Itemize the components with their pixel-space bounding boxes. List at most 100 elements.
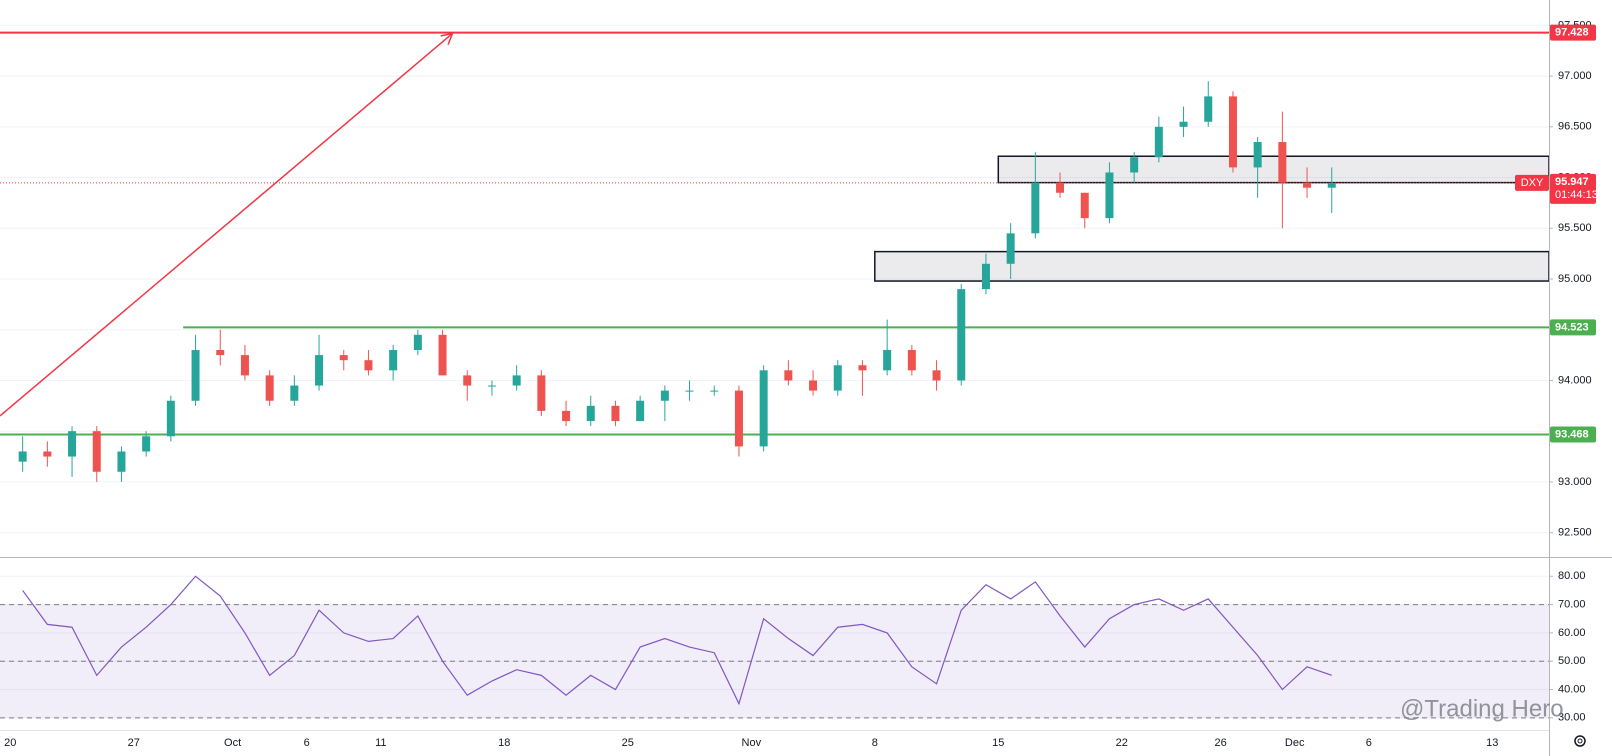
y-tick-label: 50.00 xyxy=(1558,655,1586,667)
x-tick-label: 27 xyxy=(128,737,140,749)
symbol-label: DXY xyxy=(1521,177,1544,189)
trend-arrow xyxy=(0,32,453,417)
last-price-bg xyxy=(1550,173,1596,204)
candle-body xyxy=(1278,142,1287,183)
candle-body xyxy=(759,370,768,447)
y-tick-label: 95.000 xyxy=(1558,273,1592,285)
y-tick-label: 94.000 xyxy=(1558,374,1592,386)
candle-body xyxy=(290,385,299,401)
candle-body xyxy=(191,350,200,401)
candle-body xyxy=(1105,172,1114,219)
candle-body xyxy=(833,365,842,391)
candle-body xyxy=(907,350,916,371)
candle-body xyxy=(216,350,225,356)
candle-body xyxy=(932,370,941,381)
candle-body xyxy=(43,451,52,457)
candle-body xyxy=(1056,182,1065,193)
candle-body xyxy=(512,375,521,386)
zone xyxy=(997,155,1550,184)
level-label: 94.523 xyxy=(1555,321,1589,333)
candle-body xyxy=(240,355,249,376)
x-tick-label: 18 xyxy=(498,737,510,749)
candle-body xyxy=(1327,182,1336,188)
y-tick-label: 96.500 xyxy=(1558,121,1592,133)
candle-body xyxy=(809,380,818,391)
y-tick-label: 95.500 xyxy=(1558,222,1592,234)
y-tick-label: 40.00 xyxy=(1558,683,1586,695)
level-label-bg xyxy=(1550,319,1596,336)
symbol-tag xyxy=(1515,174,1549,191)
last-price-label: 95.947 xyxy=(1555,176,1589,188)
candle-body xyxy=(981,263,990,290)
candle-body xyxy=(389,350,398,371)
candle-body xyxy=(685,390,694,392)
candle-body xyxy=(710,390,719,392)
y-tick-label: 30.00 xyxy=(1558,712,1586,724)
candle-body xyxy=(611,405,620,422)
x-tick-label: 26 xyxy=(1214,737,1226,749)
candle-body xyxy=(586,405,595,422)
candle-body xyxy=(117,451,126,472)
candle-body xyxy=(1303,182,1312,188)
candle-body xyxy=(463,375,472,386)
price-panel xyxy=(0,24,1550,534)
candle-body xyxy=(562,410,571,422)
rsi-line xyxy=(22,575,1332,706)
candle-body xyxy=(537,375,546,411)
candle-body xyxy=(18,451,27,462)
candle-body xyxy=(1179,121,1188,127)
y-tick-label: 97.000 xyxy=(1558,70,1592,82)
candle-body xyxy=(1204,96,1213,122)
candle-body xyxy=(660,390,669,401)
level-label-bg xyxy=(1550,24,1596,41)
candle-body xyxy=(315,355,324,386)
level-label: 93.468 xyxy=(1555,428,1589,440)
level-label: 97.428 xyxy=(1555,27,1589,39)
y-tick-label: 92.500 xyxy=(1558,527,1592,539)
x-tick-label: 6 xyxy=(1366,737,1372,749)
candle-body xyxy=(1228,96,1237,168)
candle-body xyxy=(438,334,447,376)
settings-icon[interactable] xyxy=(1574,735,1586,747)
x-tick-label: 6 xyxy=(304,737,310,749)
candle-body xyxy=(364,360,373,371)
candle-body xyxy=(487,385,496,387)
candle-body xyxy=(858,365,867,371)
level-label-bg xyxy=(1550,426,1596,443)
y-tick-label: 93.000 xyxy=(1558,476,1592,488)
candle-body xyxy=(957,289,966,381)
candle-body xyxy=(166,400,175,437)
candle-body xyxy=(636,400,645,422)
candle-body xyxy=(1253,142,1262,168)
candle-body xyxy=(734,390,743,447)
watermark: @Trading Hero xyxy=(1400,695,1564,722)
candle-body xyxy=(883,350,892,371)
candle-body xyxy=(92,431,101,472)
arrow-head xyxy=(440,32,454,45)
candle-body xyxy=(1154,126,1163,158)
candle-body xyxy=(784,370,793,381)
zone xyxy=(874,250,1550,282)
x-tick-label: Oct xyxy=(224,737,241,749)
candle-body xyxy=(265,375,274,401)
x-tick-label: 20 xyxy=(4,737,16,749)
x-tick-label: 11 xyxy=(375,737,386,749)
candle-body xyxy=(68,431,77,457)
candle-body xyxy=(1006,233,1015,264)
x-tick-label: 25 xyxy=(622,737,634,749)
candle-body xyxy=(1031,182,1040,234)
x-tick-label: 13 xyxy=(1486,737,1498,749)
y-tick-label: 60.00 xyxy=(1558,627,1586,639)
candle-body xyxy=(413,334,422,351)
candle-body xyxy=(142,436,151,452)
x-tick-label: Nov xyxy=(742,737,762,749)
x-tick-label: 15 xyxy=(992,737,1004,749)
countdown-label: 01:44:13 xyxy=(1555,189,1598,201)
x-tick-label: 8 xyxy=(872,737,878,749)
candle-body xyxy=(339,355,348,361)
x-tick-label: 22 xyxy=(1116,737,1128,749)
x-tick-label: Dec xyxy=(1285,737,1305,749)
y-tick-label: 70.00 xyxy=(1558,598,1586,610)
candle-body xyxy=(1130,157,1139,173)
